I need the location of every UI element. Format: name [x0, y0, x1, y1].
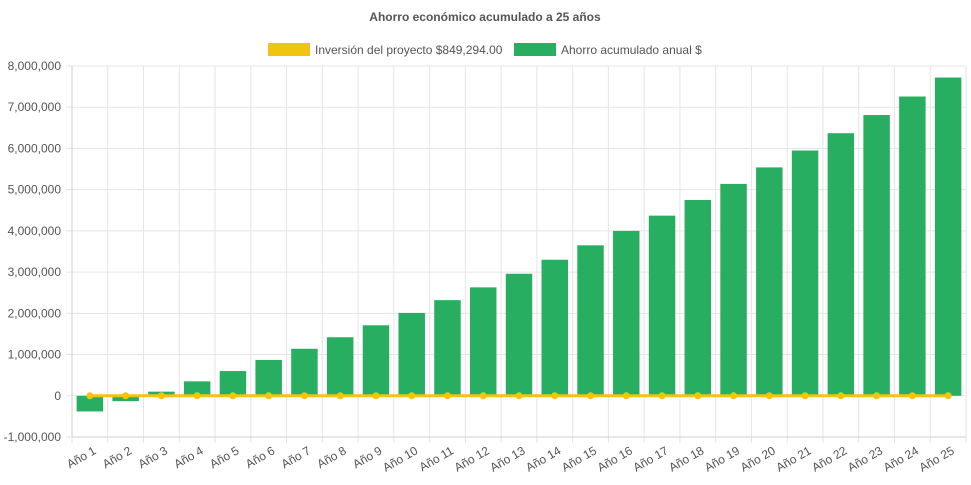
investment-point — [801, 392, 809, 400]
x-tick-label: Año 17 — [631, 443, 671, 474]
y-tick-label: 2,000,000 — [8, 306, 62, 320]
bar-ahorro — [362, 325, 390, 396]
x-tick-label: Año 9 — [350, 443, 384, 471]
x-tick-label: Año 19 — [702, 443, 742, 474]
bar-ahorro — [827, 133, 855, 396]
x-tick-label: Año 4 — [172, 443, 206, 471]
bar-ahorro — [398, 312, 425, 396]
x-tick-label: Año 11 — [417, 443, 456, 474]
y-tick-label: 6,000,000 — [8, 141, 62, 155]
investment-point — [765, 392, 773, 400]
bars — [76, 77, 962, 412]
bar-ahorro — [684, 199, 712, 396]
investment-point — [265, 392, 273, 400]
x-tick-label: Año 18 — [666, 443, 706, 474]
bar-ahorro — [720, 183, 747, 396]
x-tick-label: Año 21 — [774, 443, 814, 474]
x-tick-label: Año 23 — [845, 443, 885, 474]
bar-ahorro — [183, 381, 211, 396]
x-tick-label: Año 20 — [738, 443, 778, 474]
x-tick-label: Año 6 — [243, 443, 277, 471]
y-axis-labels: 8,000,000 7,000,000 6,000,000 5,000,000 4,00… — [4, 59, 62, 444]
investment-point — [336, 392, 344, 400]
x-axis-labels: Año 1 Año 2 Año 3 Año 4 Año 5 Año 6 Año 7 Año 8… — [64, 443, 957, 474]
bar-ahorro — [505, 273, 533, 396]
x-tick-label: Año 7 — [279, 443, 313, 471]
x-tick-label: Año 22 — [809, 443, 849, 474]
bar-ahorro — [899, 96, 926, 396]
y-tick-label: 4,000,000 — [8, 224, 62, 238]
y-tick-label: 3,000,000 — [8, 265, 62, 279]
x-tick-label: Año 12 — [452, 443, 492, 474]
investment-point — [443, 392, 451, 400]
x-tick-label: Año 2 — [100, 443, 134, 471]
investment-point — [479, 392, 487, 400]
grid — [66, 65, 967, 443]
investment-point — [837, 392, 845, 400]
investment-point — [587, 392, 595, 400]
investment-point — [658, 392, 666, 400]
investment-point — [372, 392, 380, 400]
bar-ahorro — [255, 359, 282, 396]
investment-point — [157, 392, 165, 400]
investment-point — [122, 392, 130, 400]
bar-ahorro — [434, 300, 461, 396]
x-tick-label: Año 14 — [523, 443, 563, 474]
x-tick-label: Año 15 — [559, 443, 599, 474]
y-tick-label: 0 — [54, 389, 61, 403]
bar-ahorro — [326, 337, 354, 396]
bar-ahorro — [541, 259, 568, 396]
bar-ahorro — [577, 245, 604, 396]
y-tick-label: 5,000,000 — [8, 183, 62, 197]
investment-point — [944, 392, 952, 400]
y-tick-label: -1,000,000 — [4, 430, 62, 444]
x-tick-label: Año 5 — [207, 443, 241, 471]
legend-label-investment: Inversión del proyecto $849,294.00 — [315, 43, 503, 57]
x-tick-label: Año 13 — [488, 443, 528, 474]
investment-point — [300, 392, 308, 400]
y-tick-label: 8,000,000 — [8, 59, 62, 73]
legend-swatch-savings — [514, 43, 556, 56]
x-tick-label: Año 8 — [315, 443, 349, 471]
legend-swatch-investment — [268, 43, 310, 56]
legend: Inversión del proyecto $849,294.00 Ahorr… — [268, 43, 702, 57]
x-tick-label: Año 24 — [881, 443, 921, 474]
chart-title: Ahorro económico acumulado a 25 años — [369, 10, 601, 24]
x-tick-label: Año 16 — [595, 443, 635, 474]
bar-ahorro — [791, 150, 819, 396]
bar-ahorro — [76, 395, 104, 412]
x-tick-label: Año 1 — [64, 443, 98, 471]
y-tick-label: 1,000,000 — [8, 348, 62, 362]
investment-point — [694, 392, 702, 400]
bar-ahorro — [470, 287, 497, 396]
investment-point — [408, 392, 416, 400]
investment-point — [229, 392, 237, 400]
investment-point — [193, 392, 201, 400]
legend-label-savings: Ahorro acumulado anual $ — [561, 43, 702, 57]
investment-point — [730, 392, 738, 400]
bar-ahorro — [863, 115, 890, 396]
y-tick-label: 7,000,000 — [8, 100, 62, 114]
bar-ahorro — [291, 348, 318, 396]
investment-point — [551, 392, 559, 400]
investment-point — [622, 392, 630, 400]
investment-point — [86, 392, 94, 400]
investment-point — [908, 392, 916, 400]
bar-ahorro — [613, 230, 640, 396]
x-tick-label: Año 25 — [917, 443, 957, 474]
bar-ahorro — [756, 167, 783, 396]
bar-ahorro — [219, 371, 247, 396]
investment-point — [515, 392, 523, 400]
bar-ahorro — [934, 77, 962, 396]
x-tick-label: Año 10 — [380, 443, 420, 474]
investment-line — [86, 392, 952, 400]
x-tick-label: Año 3 — [136, 443, 170, 471]
bar-ahorro — [648, 215, 676, 396]
investment-point — [873, 392, 881, 400]
